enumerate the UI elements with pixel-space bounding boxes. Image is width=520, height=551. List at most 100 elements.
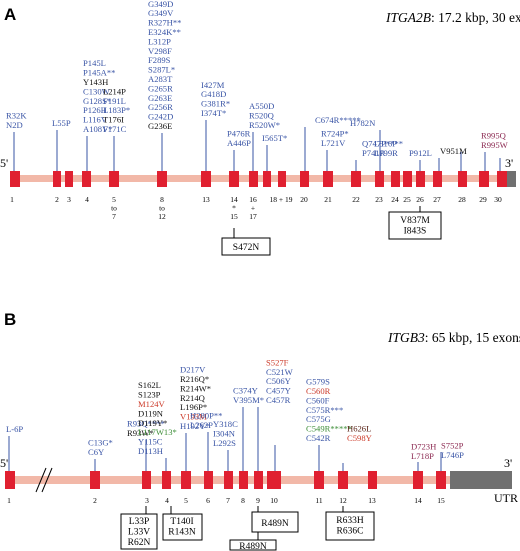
panel-a-gene-title: ITGA2B: 17.2 kbp, 30 exons [385, 10, 520, 25]
mutation-label: C6Y [88, 447, 104, 457]
mutation-label: P476R [227, 129, 251, 139]
mutation-label: A446P [227, 138, 251, 148]
mutation-label: L312P [148, 36, 171, 46]
exon-number-label: 1 [7, 496, 11, 505]
five-prime-label-b: 5' [0, 456, 8, 470]
box-t140i-r143n [162, 513, 203, 541]
exon-number-label: 15 [230, 212, 238, 221]
exon-number-label: 14 [414, 496, 422, 505]
exon-number-label: 18 + 19 [270, 195, 293, 204]
exon-number-label: 12 [339, 496, 347, 505]
box-l33p-l33v-r62n [120, 513, 158, 550]
mutation-label: S527F [266, 357, 289, 367]
mutation-label: R724P* [321, 129, 349, 139]
mutation-label: D119Y* [138, 418, 167, 428]
panel-b: B ITGB3: 65 kbp, 15 exons 5' 3' UTR [0, 310, 520, 551]
mutation-label: G349D [148, 0, 173, 9]
mutation-label: V193M [180, 412, 207, 422]
mutation-label: D113H [138, 446, 163, 456]
exon-number-label: 10 [270, 496, 278, 505]
mutation-label: G579S [306, 377, 330, 387]
five-prime-label-a: 5' [0, 156, 8, 170]
mutation-label: R520Q [249, 111, 275, 121]
exon-number-label: 17 [249, 212, 257, 221]
mutation-label: H782N [350, 118, 376, 128]
mutation-label: V298F [148, 46, 172, 56]
mutation-label: C542R [306, 433, 331, 443]
three-prime-label-a: 3' [505, 156, 513, 170]
exon-b-3 [142, 471, 151, 489]
mutation-label: C457R [266, 395, 291, 405]
exon-numbers-b: 1 2 3 4 5 6 7 8 9 10 11 12 13 14 15 [7, 496, 445, 505]
exon-b-12 [338, 471, 348, 489]
exon-number-label: 8 [160, 195, 164, 204]
exon-18-19 [278, 171, 286, 187]
mutation-label: R995W [481, 140, 509, 150]
intron-track [14, 175, 510, 182]
box-r489n-2 [229, 539, 277, 551]
mutation-label: V951M [440, 146, 467, 156]
exon-28 [458, 171, 467, 187]
exon-b-1 [5, 471, 15, 489]
mutation-label: Q747P**** [362, 139, 403, 149]
box-v837m-i843s [388, 211, 442, 240]
mutation-label: L183P* [103, 105, 130, 115]
mutation-label: C575R*** [306, 405, 343, 415]
exon-number-label: 23 [375, 195, 383, 204]
mutation-label: L262P [190, 420, 213, 430]
exon-number-label: 22 [352, 195, 360, 204]
mutation-label: R520W* [249, 120, 280, 130]
panel-b-gene-name: ITGB3 [387, 330, 425, 345]
mutation-label: M124V [138, 399, 166, 409]
mutation-label: I427M [201, 80, 225, 90]
mutation-label: T176I [103, 115, 124, 125]
exon-number-label: 11 [315, 496, 322, 505]
mutation-label: F171C [103, 124, 127, 134]
exon-number-label: 12 [158, 212, 166, 221]
exon-8-to-12 [157, 171, 167, 187]
mutation-label: I374T* [201, 108, 226, 118]
exon-number-label: 9 [256, 496, 260, 505]
mutation-label: C521W [266, 367, 294, 377]
mutation-labels-b: L-6P C13G*C6Y R93Q****R93W* S162LS123PM124V… [6, 357, 464, 461]
mutation-label: L718P [411, 451, 434, 461]
exon-b-5 [181, 471, 191, 489]
mutation-label: Y115C [138, 437, 163, 447]
exon-20 [300, 171, 309, 187]
exon-number-label: 7 [112, 212, 116, 221]
intron-break-b [35, 467, 53, 493]
exon-b-4 [162, 471, 171, 489]
mutation-label: C457Y [266, 386, 291, 396]
mutation-label: P741R [362, 148, 386, 158]
exon-number-label: 16 [249, 195, 257, 204]
exon-number-label: 26 [416, 195, 424, 204]
mutation-label: S162L [138, 380, 161, 390]
mutation-label: H192Y* [180, 421, 210, 431]
exon-30 [497, 171, 507, 187]
mutation-label: P145L [83, 58, 106, 68]
exon-b-15 [436, 471, 446, 489]
mutation-label: R32K [6, 111, 27, 121]
mutation-label: C674R***** [315, 115, 361, 125]
mutation-label: C549R***** [306, 424, 352, 434]
mutation-label: A108V* [83, 124, 113, 134]
mutation-label: N2D [6, 120, 23, 130]
mutation-label: L196P* [180, 402, 207, 412]
exon-number-label: to [111, 204, 117, 213]
box-v837m-i843s-text: V837M I843S [400, 216, 430, 237]
box-r633h-r636c [325, 511, 375, 541]
exon-number-label: 30 [494, 195, 502, 204]
utr-3prime-a [507, 171, 516, 187]
mutation-label: D119N [138, 408, 164, 418]
mutation-label: L816P [374, 139, 397, 149]
exon-13 [201, 171, 211, 187]
exon-number-label: 5 [184, 496, 188, 505]
mutation-stems-b [8, 407, 442, 471]
mutation-label: G263E [148, 93, 172, 103]
exon-number-label: 3 [145, 496, 149, 505]
mutation-label: C13G* [88, 438, 113, 448]
mutation-label: A550D [249, 101, 274, 111]
exon-number-label: 21 [324, 195, 332, 204]
mutation-label: L214P [103, 86, 126, 96]
mutation-label: R995Q [481, 131, 507, 141]
